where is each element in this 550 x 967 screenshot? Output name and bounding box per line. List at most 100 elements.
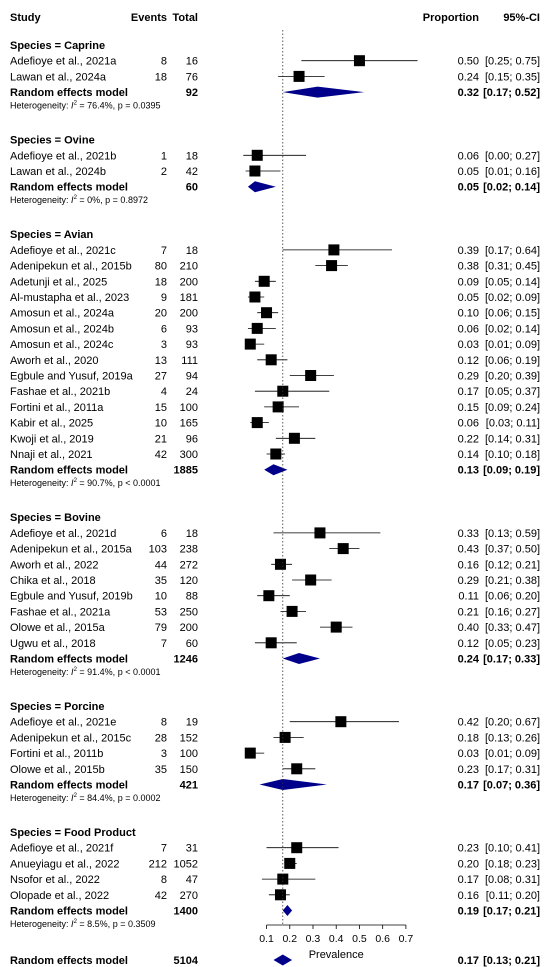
study-row: Olowe et al., 2015a 79 200 0.40 [0.33; 0.47] <box>10 621 540 634</box>
study-total: 210 <box>180 261 198 273</box>
study-events: 18 <box>155 71 167 83</box>
study-name: Lawan et al., 2024b <box>10 166 106 178</box>
summary-total: 5104 <box>174 955 199 967</box>
study-row: Kabir et al., 2025 10 165 0.06 [0.03; 0.11] <box>10 417 540 430</box>
study-proportion: 0.50 <box>458 56 479 68</box>
study-total: 100 <box>180 402 198 414</box>
study-ci: [0.20; 0.67] <box>485 717 540 729</box>
study-events: 7 <box>161 843 167 855</box>
study-proportion: 0.03 <box>458 748 479 760</box>
point-estimate <box>251 417 263 429</box>
point-estimate <box>293 70 305 82</box>
study-total: 200 <box>180 276 198 288</box>
study-proportion: 0.23 <box>458 764 479 776</box>
study-total: 18 <box>186 528 198 540</box>
study-events: 6 <box>161 528 167 540</box>
study-name: Aworh et al., 2020 <box>10 355 98 367</box>
study-events: 8 <box>161 56 167 68</box>
point-estimate <box>305 574 317 586</box>
study-ci: [0.06; 0.20] <box>485 591 540 603</box>
study-ci: [0.18; 0.23] <box>485 858 540 870</box>
study-events: 10 <box>155 591 167 603</box>
study-ci: [0.13; 0.59] <box>485 528 540 540</box>
x-axis: 0.1 0.2 0.3 0.4 0.5 0.6 0.7 Prevalence <box>259 924 414 961</box>
group-header: Species = Food Product <box>10 827 136 839</box>
study-row: Fashae et al., 2021a 53 250 0.21 [0.16; 0.27… <box>10 605 540 618</box>
study-name: Adenipekun et al., 2015b <box>10 261 132 273</box>
point-estimate <box>265 354 277 366</box>
study-proportion: 0.23 <box>458 843 479 855</box>
study-ci: [0.31; 0.45] <box>485 261 540 273</box>
summary-proportion: 0.24 <box>458 654 480 666</box>
summary-ci: [0.07; 0.36] <box>483 780 540 792</box>
study-ci: [0.25; 0.75] <box>485 56 540 68</box>
study-row: Ugwu et al., 2018 7 60 0.12 [0.05; 0.23] <box>10 637 540 650</box>
study-total: 31 <box>186 843 198 855</box>
study-events: 42 <box>155 449 167 461</box>
study-name: Chika et al., 2018 <box>10 575 96 587</box>
study-events: 21 <box>155 433 167 445</box>
point-estimate <box>258 275 270 287</box>
study-row: Fortini et al., 2011b 3 100 0.03 [0.01; 0.09… <box>10 747 540 760</box>
study-events: 4 <box>161 386 167 398</box>
point-estimate <box>314 527 326 539</box>
summary-proportion: 0.13 <box>458 465 479 477</box>
study-proportion: 0.29 <box>458 371 479 383</box>
study-row: Fortini et al., 2011a 15 100 0.15 [0.09; 0.2… <box>10 401 540 414</box>
study-events: 103 <box>149 544 167 556</box>
study-proportion: 0.12 <box>458 638 479 650</box>
summary-row: Random effects model 92 0.32 [0.17; 0.52] <box>10 86 540 99</box>
study-events: 7 <box>161 245 167 257</box>
study-name: Kabir et al., 2025 <box>10 418 93 430</box>
point-estimate <box>249 291 261 303</box>
study-events: 79 <box>155 622 167 634</box>
study-row: Aworh et al., 2022 44 272 0.16 [0.12; 0.21] <box>10 558 540 571</box>
point-estimate <box>244 338 256 350</box>
study-proportion: 0.40 <box>458 622 479 634</box>
study-ci: [0.13; 0.26] <box>485 732 540 744</box>
x-tick-label: 0.7 <box>399 933 414 945</box>
study-ci: [0.05; 0.37] <box>485 386 540 398</box>
x-tick-label: 0.4 <box>329 933 344 945</box>
study-events: 20 <box>155 308 167 320</box>
study-ci: [0.11; 0.20] <box>486 890 540 902</box>
study-events: 10 <box>155 418 167 430</box>
summary-label: Random effects model <box>10 955 128 967</box>
study-name: Ugwu et al., 2018 <box>10 638 96 650</box>
study-row: Adenipekun et al., 2015a 103 238 0.43 [0.37;… <box>10 543 540 556</box>
study-total: 150 <box>180 764 198 776</box>
study-events: 53 <box>155 606 167 618</box>
study-proportion: 0.05 <box>458 166 479 178</box>
point-estimate <box>251 149 263 161</box>
study-total: 18 <box>186 245 198 257</box>
point-estimate <box>251 322 263 334</box>
study-total: 1052 <box>174 858 198 870</box>
header-study: Study <box>10 12 41 24</box>
study-total: 18 <box>186 150 198 162</box>
study-proportion: 0.29 <box>458 575 479 587</box>
study-ci: [0.17; 0.31] <box>485 764 540 776</box>
summary-ci: [0.17; 0.33] <box>483 654 540 666</box>
study-proportion: 0.05 <box>458 292 479 304</box>
heterogeneity-stat: Heterogeneity: I2 = 76.4%, p = 0.0395 <box>10 101 160 111</box>
study-row: Chika et al., 2018 35 120 0.29 [0.21; 0.38] <box>10 574 540 587</box>
study-ci: [0.01; 0.16] <box>485 166 540 178</box>
group-header: Species = Ovine <box>10 135 95 147</box>
point-estimate <box>277 873 289 885</box>
study-events: 3 <box>161 339 167 351</box>
study-ci: [0.33; 0.47] <box>485 622 540 634</box>
study-total: 238 <box>180 544 198 556</box>
study-name: Amosun et al., 2024b <box>10 323 114 335</box>
summary-diamond <box>282 905 293 916</box>
summary-label: Random effects model <box>10 780 128 792</box>
study-events: 18 <box>155 276 167 288</box>
study-row: Egbule and Yusuf, 2019a 27 94 0.29 [0.20; 0.… <box>10 370 540 383</box>
study-name: Adefioye et al., 2021b <box>10 150 116 162</box>
study-total: 111 <box>181 355 198 367</box>
study-name: Al-mustapha et al., 2023 <box>10 292 129 304</box>
summary-proportion: 0.17 <box>458 780 479 792</box>
study-name: Adefioye et al., 2021e <box>10 717 116 729</box>
summary-diamond <box>247 181 276 193</box>
study-name: Nnaji et al., 2021 <box>10 449 93 461</box>
study-row: Nnaji et al., 2021 42 300 0.14 [0.10; 0.18] <box>10 448 540 461</box>
